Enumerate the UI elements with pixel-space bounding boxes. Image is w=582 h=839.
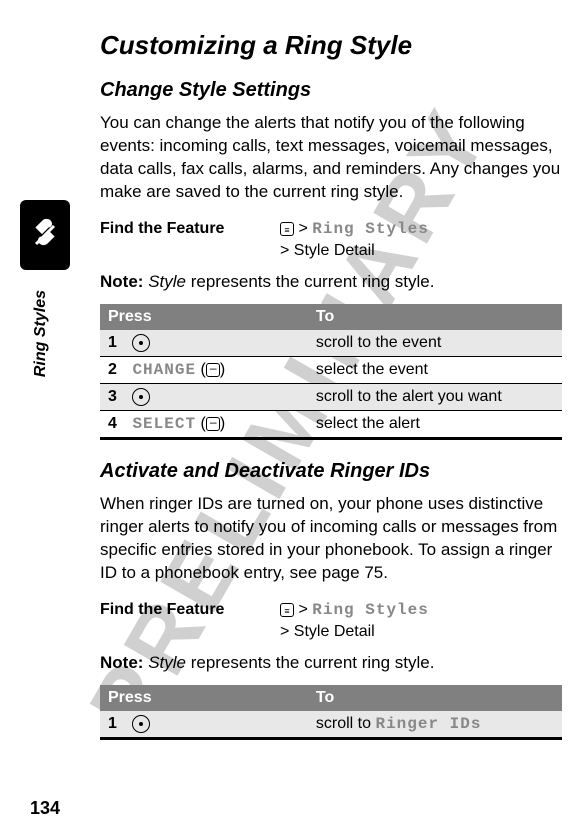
note-style-word: Style [148,272,186,291]
page-content: Customizing a Ring Style Change Style Se… [0,0,582,780]
table-header-to: To [308,685,562,711]
note-label: Note: [100,653,143,672]
menu-ring-styles: Ring Styles [312,601,429,619]
to-text: scroll to [316,715,376,732]
note-style-word: Style [148,653,186,672]
select-key-label: SELECT [132,415,196,433]
section2-table: Press To 1 scroll to Ringer IDs [100,685,562,740]
nav-key-icon [132,334,150,352]
table-cell-press: 4 SELECT () [100,411,308,439]
table-row: 2 CHANGE () select the event [100,356,562,383]
table-cell-to: scroll to the alert you want [308,383,562,410]
feature-path-line2: > Style Detail [280,623,562,641]
section2-body: When ringer IDs are turned on, your phon… [100,493,562,585]
table-header-press: Press [100,685,308,711]
table-cell-press: 2 CHANGE () [100,356,308,383]
feature-path-line1: ≡ > Ring Styles [280,601,429,619]
step-number: 2 [108,361,128,379]
table-cell-to: scroll to Ringer IDs [308,711,562,739]
menu-detail: Detail [334,242,375,259]
table-header-row: Press To [100,304,562,330]
feature-label: Find the Feature [100,601,280,619]
note-rest: represents the current ring style. [186,272,435,291]
section1-feature-row: Find the Feature ≡ > Ring Styles [100,220,562,238]
section2-feature-row: Find the Feature ≡ > Ring Styles [100,601,562,619]
page-number: 134 [30,798,60,819]
style-placeholder: Style [294,623,330,640]
step-number: 1 [108,715,128,733]
section1-table: Press To 1 scroll to the event 2 CHANGE … [100,304,562,440]
menu-key-icon: ≡ [280,222,294,236]
section2-heading: Activate and Deactivate Ringer IDs [100,460,562,483]
step-number: 1 [108,334,128,352]
table-header-row: Press To [100,685,562,711]
table-cell-press: 1 [100,711,308,739]
table-cell-to: select the alert [308,411,562,439]
section2-note: Note: Style represents the current ring … [100,653,562,673]
feature-label: Find the Feature [100,220,280,238]
note-label: Note: [100,272,143,291]
step-number: 3 [108,388,128,406]
page-title: Customizing a Ring Style [100,30,562,61]
style-placeholder: Style [294,242,330,259]
nav-key-icon [132,388,150,406]
feature-path-line2: > Style Detail [280,242,562,260]
table-header-to: To [308,304,562,330]
ringer-ids-label: Ringer IDs [375,715,481,733]
softkey-icon [206,363,220,377]
menu-detail: Detail [334,623,375,640]
section1-heading: Change Style Settings [100,79,562,102]
table-row: 3 scroll to the alert you want [100,383,562,410]
change-key-label: CHANGE [132,361,196,379]
section1-body: You can change the alerts that notify yo… [100,112,562,204]
table-header-press: Press [100,304,308,330]
table-row: 1 scroll to Ringer IDs [100,711,562,739]
feature-path-line1: ≡ > Ring Styles [280,220,429,238]
table-cell-to: select the event [308,356,562,383]
note-rest: represents the current ring style. [186,653,435,672]
section1-note: Note: Style represents the current ring … [100,272,562,292]
table-cell-to: scroll to the event [308,330,562,357]
table-cell-press: 3 [100,383,308,410]
menu-key-icon: ≡ [280,603,294,617]
menu-ring-styles: Ring Styles [312,220,429,238]
table-row: 4 SELECT () select the alert [100,411,562,439]
step-number: 4 [108,415,128,433]
softkey-icon [206,417,220,431]
nav-key-icon [132,715,150,733]
table-row: 1 scroll to the event [100,330,562,357]
table-cell-press: 1 [100,330,308,357]
